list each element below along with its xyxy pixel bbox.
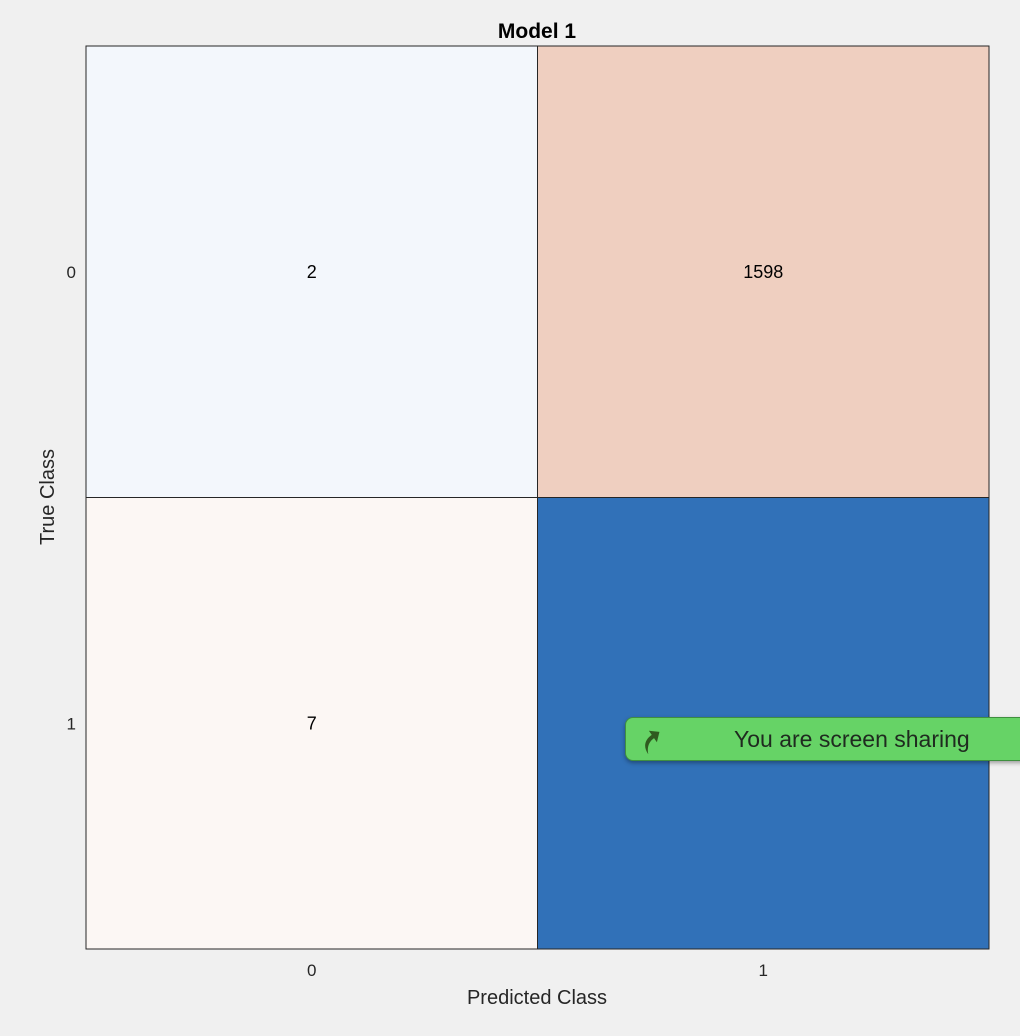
cell-label-r0-c0: 2 xyxy=(307,262,317,282)
screen-sharing-banner[interactable]: You are screen sharing xyxy=(625,717,1020,761)
screen-sharing-text: You are screen sharing xyxy=(734,725,970,752)
cell-r0-c1 xyxy=(537,46,989,498)
x-tick-label: 1 xyxy=(759,961,768,980)
x-tick-label: 0 xyxy=(307,961,316,980)
y-tick-label: 1 xyxy=(67,714,76,733)
chart-title: Model 1 xyxy=(498,20,576,43)
grid-layer xyxy=(85,45,990,950)
cell-r0-c0 xyxy=(86,46,538,498)
plot-border xyxy=(85,45,990,950)
ticks-layer: 0 1 0 1 xyxy=(67,263,768,980)
cell-labels-layer: 2 1598 7 xyxy=(307,262,784,734)
share-arrow-icon xyxy=(634,722,668,756)
y-tick-label: 0 xyxy=(67,263,76,282)
x-axis-label: Predicted Class xyxy=(467,987,607,1009)
cell-r1-c0 xyxy=(86,497,538,949)
cell-label-r1-c0: 7 xyxy=(307,713,317,733)
cell-label-r0-c1: 1598 xyxy=(743,262,783,282)
y-axis-label: True Class xyxy=(37,449,59,545)
